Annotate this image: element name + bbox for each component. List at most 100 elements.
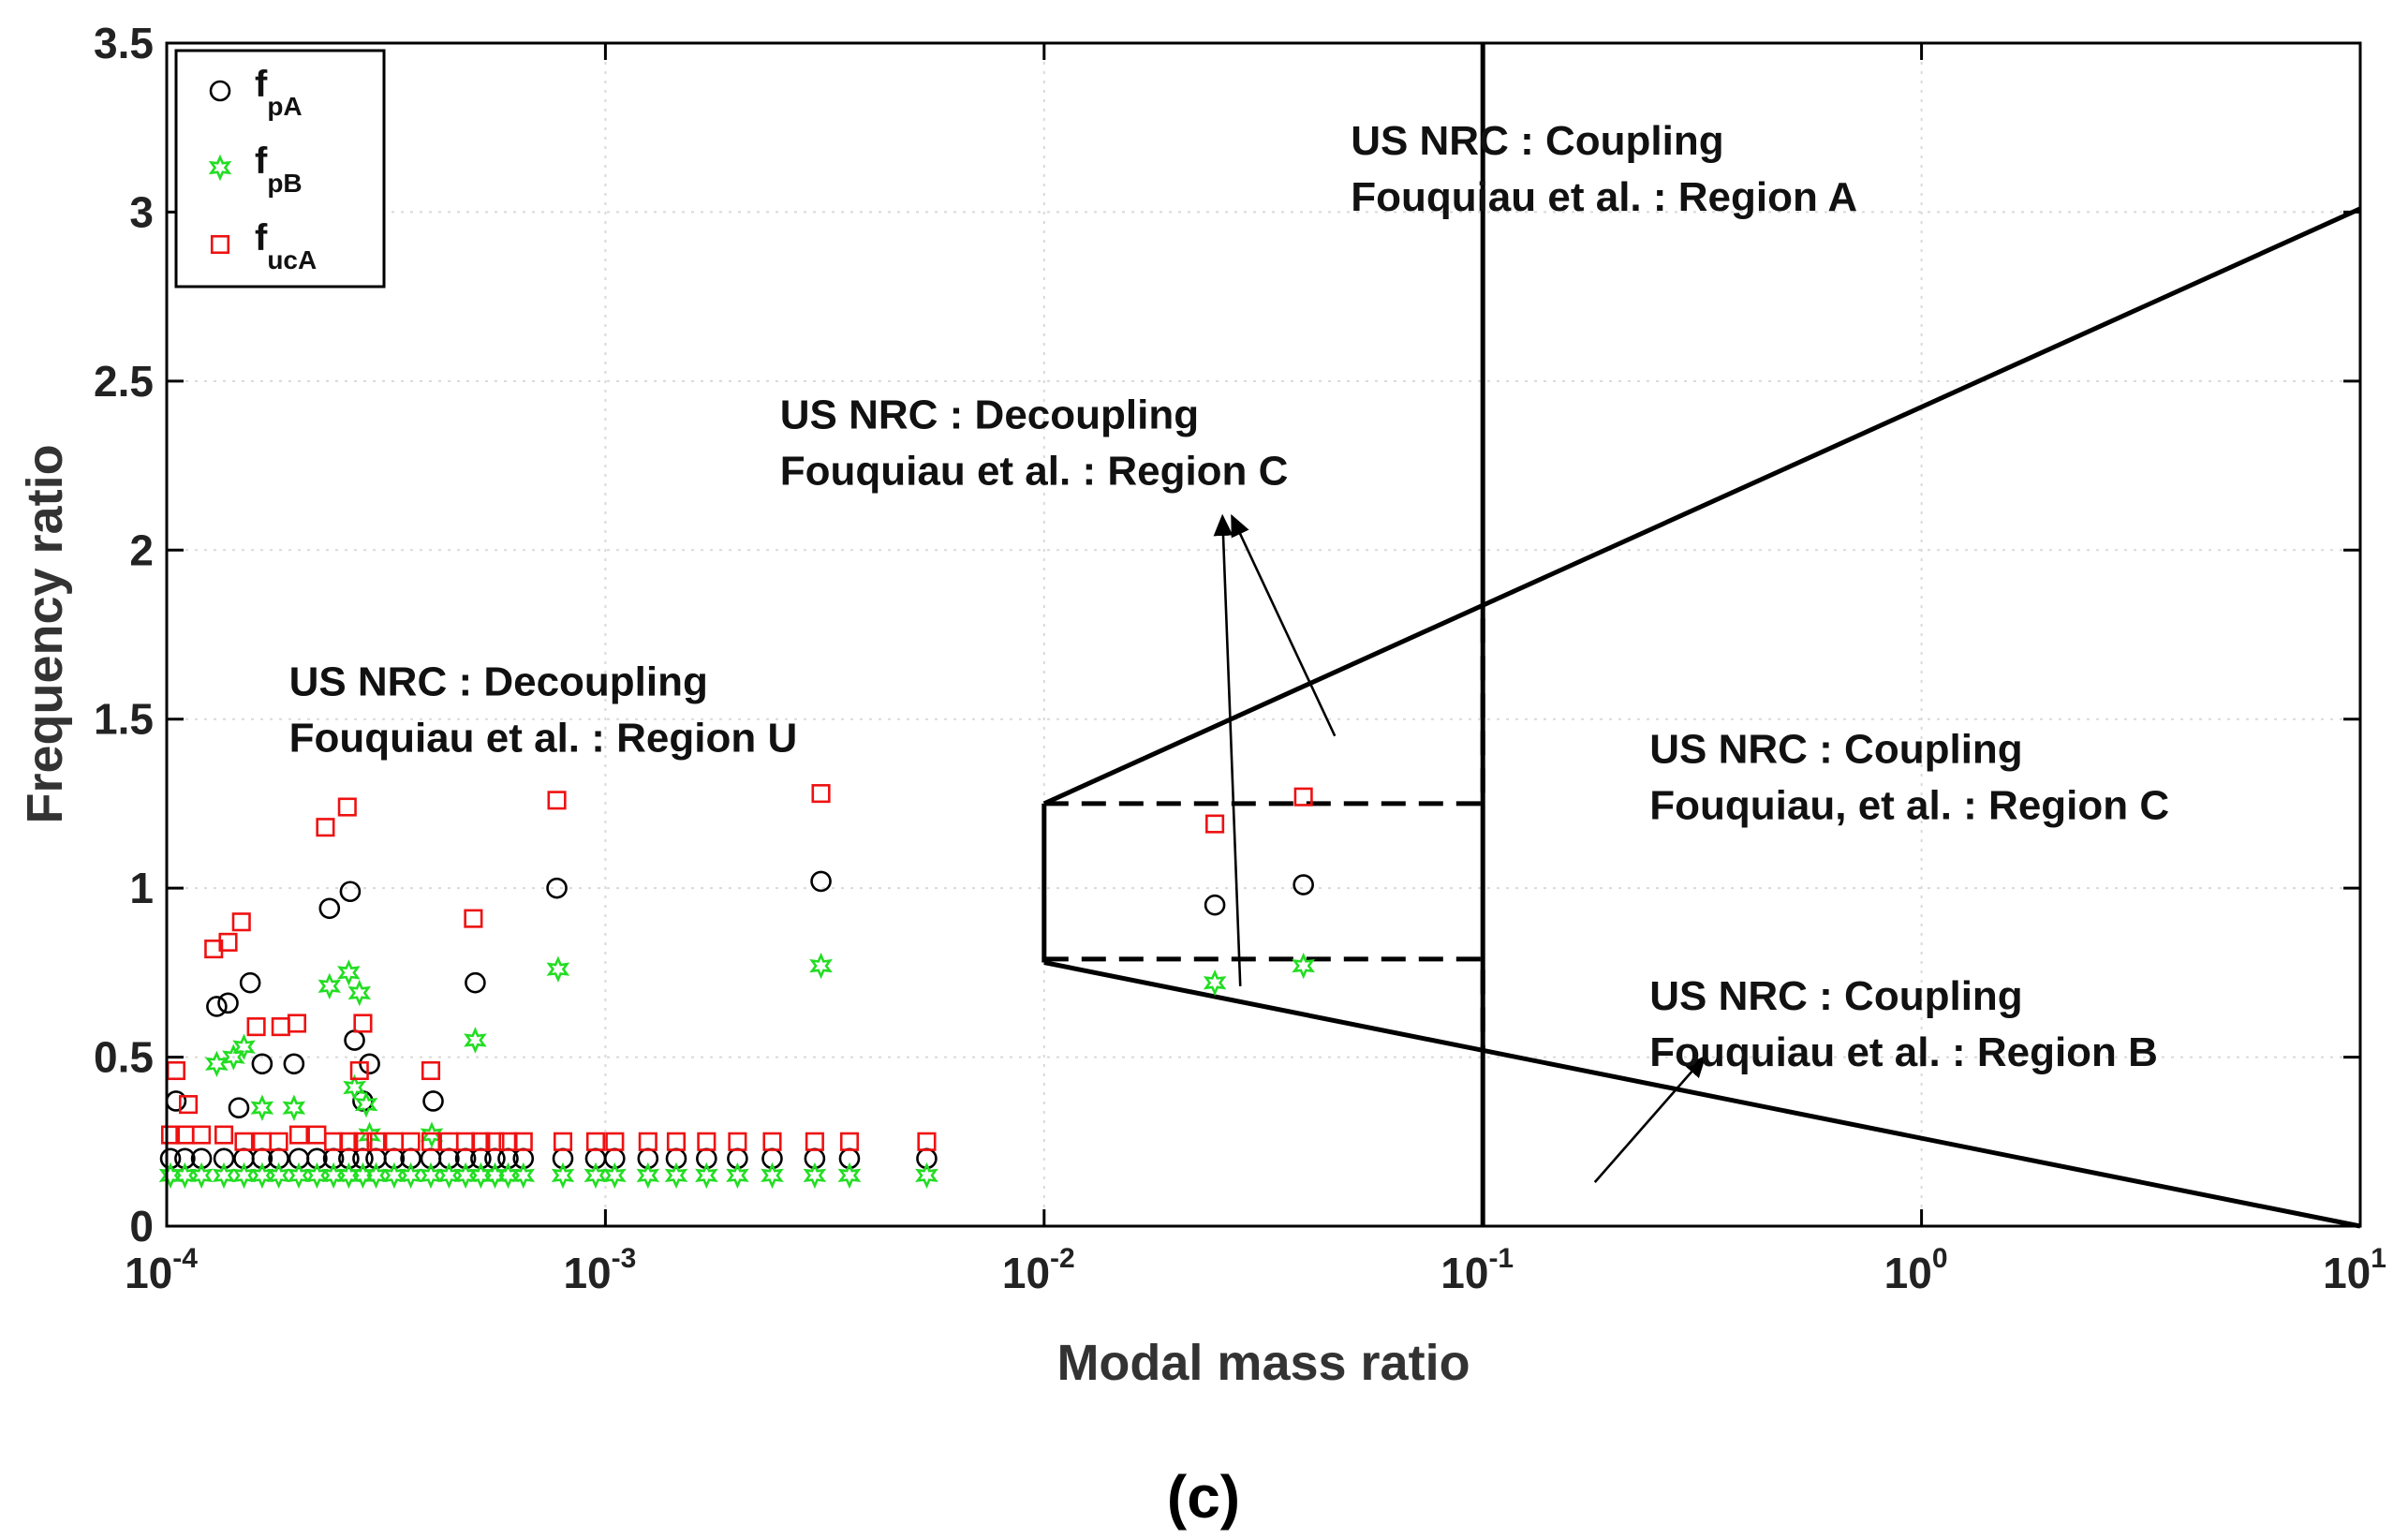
data-point-pB xyxy=(603,1162,627,1190)
data-point-ucA xyxy=(1205,814,1225,834)
data-point-ucA xyxy=(166,1060,185,1081)
y-tick-label: 2.5 xyxy=(94,357,154,406)
data-point-pB xyxy=(546,955,570,983)
annotation-line: US NRC : Coupling xyxy=(1351,118,1723,164)
data-point-pB xyxy=(232,1033,256,1060)
x-tick-base: 10 xyxy=(1440,1249,1488,1297)
figure-caption: (c) xyxy=(1167,1463,1240,1531)
x-tick-label: 10-4 xyxy=(125,1243,198,1297)
x-tick-label: 10-2 xyxy=(1002,1243,1075,1297)
arrow-b xyxy=(1593,1055,1706,1183)
annotations-layer: US NRC : Coupling Fouquiau et al. : Regio… xyxy=(289,118,2170,1075)
annotation-region-b: US NRC : Coupling Fouquiau et al. : Regio… xyxy=(1649,973,2158,1075)
legend-marker-ucA xyxy=(210,234,230,255)
arrow-c-left xyxy=(1213,513,1242,986)
legend-label-base: f xyxy=(255,64,268,105)
legend-label-subscript: pA xyxy=(267,92,302,121)
data-point-ucA xyxy=(421,1060,441,1081)
data-point-pB xyxy=(664,1162,688,1190)
data-point-pA xyxy=(1204,894,1226,916)
annotation-line: US NRC : Coupling xyxy=(1649,727,2022,773)
data-point-ucA xyxy=(421,1132,441,1151)
x-tick-base: 10 xyxy=(125,1249,172,1297)
data-point-pA xyxy=(228,1097,250,1118)
y-tick-label: 1.5 xyxy=(94,695,154,744)
arrow-c-right xyxy=(1231,513,1337,737)
y-tick-label: 0.5 xyxy=(94,1033,154,1082)
data-point-ucA xyxy=(401,1132,421,1151)
data-point-ucA xyxy=(464,909,483,928)
data-point-pB xyxy=(551,1162,575,1190)
lower-boundary xyxy=(1043,960,2361,1229)
legend-label-subscript: pB xyxy=(267,169,302,198)
legend-marker-pB xyxy=(208,154,232,182)
data-point-pB xyxy=(809,952,833,980)
annotation-region-c-decoupling: US NRC : Decoupling Fouquiau et al. : Reg… xyxy=(780,392,1289,494)
data-point-ucA xyxy=(605,1132,625,1151)
data-point-ucA xyxy=(246,1017,266,1037)
y-tick-label: 0 xyxy=(129,1202,154,1250)
y-tick-label: 2 xyxy=(129,525,154,574)
upper-dashed-box xyxy=(1043,604,1485,806)
data-point-ucA xyxy=(585,1132,606,1151)
data-point-pA xyxy=(339,880,362,903)
data-point-pB xyxy=(636,1162,660,1190)
x-tick-base: 10 xyxy=(2323,1249,2371,1297)
annotation-line: Fouquiau et al. : Region U xyxy=(289,715,798,761)
data-point-pB xyxy=(354,1090,378,1118)
annotation-line: Fouquiau et al. : Region B xyxy=(1649,1029,2158,1075)
data-point-pB xyxy=(1203,969,1227,997)
data-point-pB xyxy=(511,1162,536,1190)
data-point-ucA xyxy=(811,784,831,804)
data-point-ucA xyxy=(762,1132,782,1151)
data-point-ucA xyxy=(252,1132,272,1151)
x-tick-exponent: -2 xyxy=(1050,1243,1075,1274)
x-axis-label: Modal mass ratio xyxy=(1056,1335,1470,1391)
data-point-ucA xyxy=(324,1132,344,1151)
x-tick-label: 10-3 xyxy=(563,1243,636,1297)
data-point-ucA xyxy=(271,1017,290,1037)
data-point-ucA xyxy=(384,1132,404,1151)
legend-label-pB: fpB xyxy=(255,141,303,198)
annotation-line: Fouquiau et al. : Region C xyxy=(780,448,1289,494)
data-point-pA xyxy=(165,1090,187,1112)
data-point-ucA xyxy=(339,1132,359,1151)
data-point-ucA xyxy=(439,1132,459,1151)
series-pA xyxy=(159,870,1314,1170)
data-point-ucA xyxy=(337,797,357,817)
data-point-pB xyxy=(399,1162,422,1190)
y-tick-label: 1 xyxy=(129,864,154,912)
data-point-ucA xyxy=(353,1014,373,1033)
upper-boundary xyxy=(1042,206,2362,806)
data-point-ucA xyxy=(471,1132,491,1151)
data-point-pB xyxy=(803,1162,827,1190)
y-axis-label: Frequency ratio xyxy=(17,444,73,823)
data-point-pB xyxy=(336,959,361,986)
data-point-pB xyxy=(915,1162,938,1190)
data-point-ucA xyxy=(1293,787,1313,806)
data-point-pA xyxy=(422,1090,444,1112)
data-point-ucA xyxy=(553,1132,573,1151)
y-tick-label: 3.5 xyxy=(94,19,154,67)
data-point-pB xyxy=(282,1094,306,1121)
data-point-ucA xyxy=(456,1132,476,1151)
data-point-pB xyxy=(761,1162,784,1190)
data-point-pB xyxy=(212,1162,236,1190)
data-point-pB xyxy=(837,1162,862,1190)
data-point-ucA xyxy=(485,1132,505,1151)
data-point-pB xyxy=(1292,952,1315,980)
data-point-ucA xyxy=(666,1132,687,1151)
legend-label-base: f xyxy=(255,141,268,182)
x-tick-exponent: -4 xyxy=(172,1243,198,1274)
legend-label-pA: fpA xyxy=(255,64,303,121)
data-point-ucA xyxy=(192,1125,212,1145)
data-point-pB xyxy=(343,1073,366,1102)
x-tick-base: 10 xyxy=(563,1249,611,1297)
arrows-layer xyxy=(1213,513,1706,1183)
annotation-line: US NRC : Decoupling xyxy=(780,392,1199,437)
lower-dashed-box xyxy=(1043,956,1485,1051)
data-point-ucA xyxy=(728,1132,747,1151)
data-point-pB xyxy=(250,1094,274,1121)
data-point-pA xyxy=(251,1053,273,1075)
data-points-layer xyxy=(158,784,1315,1190)
